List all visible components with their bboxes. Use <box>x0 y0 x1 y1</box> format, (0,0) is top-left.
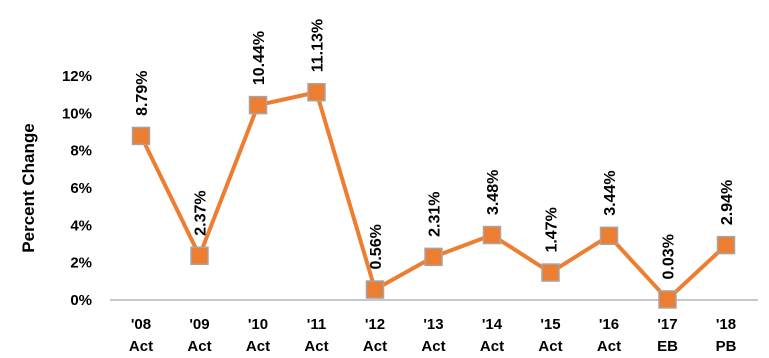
data-label: 8.79% <box>134 71 151 116</box>
x-tick-label-type: Act <box>421 338 445 355</box>
data-label: 0.03% <box>661 234 678 279</box>
x-tick-label-type: Act <box>363 338 387 355</box>
data-point-marker <box>599 226 619 246</box>
data-label: 2.37% <box>193 190 210 235</box>
data-point-marker <box>716 235 736 255</box>
data-label: 10.44% <box>251 31 268 85</box>
y-tick-label: 2% <box>70 255 92 272</box>
data-label: 11.13% <box>310 19 327 72</box>
data-label: 2.31% <box>427 192 444 237</box>
x-tick-label-type: Act <box>246 338 270 355</box>
y-tick-label: 8% <box>70 143 92 160</box>
x-tick-label-type: Act <box>129 338 153 355</box>
x-tick-label-type: Act <box>597 338 621 355</box>
y-tick-label: 0% <box>70 292 92 309</box>
data-label: 1.47% <box>544 207 561 252</box>
y-tick-label: 6% <box>70 180 92 197</box>
data-label: 3.44% <box>602 170 619 215</box>
x-tick-label-year: '13 <box>423 316 443 333</box>
x-tick-label-year: '14 <box>482 316 503 333</box>
x-tick-label-year: '11 <box>307 316 326 333</box>
x-tick-label-year: '10 <box>248 316 268 333</box>
x-tick-label-year: '15 <box>540 316 560 333</box>
x-tick-label-type: Act <box>480 338 504 355</box>
x-tick-label-type: Act <box>538 338 562 355</box>
data-point-marker <box>658 290 677 309</box>
data-point-marker <box>248 95 268 115</box>
x-tick-label-type: Act <box>187 338 211 355</box>
data-label: 3.48% <box>485 170 502 215</box>
data-point-marker <box>541 263 560 282</box>
data-point-marker <box>424 247 443 267</box>
data-point-marker <box>131 126 151 146</box>
x-tick-label-year: '12 <box>365 316 385 333</box>
x-tick-label-type: EB <box>657 338 678 355</box>
data-point-marker <box>190 246 209 266</box>
x-tick-label-year: '18 <box>716 316 736 333</box>
data-point-marker <box>482 225 502 245</box>
y-tick-label: 12% <box>62 68 92 85</box>
x-tick-label-type: Act <box>304 338 328 355</box>
x-tick-label-type: PB <box>716 338 737 355</box>
data-label: 0.56% <box>368 224 385 269</box>
x-tick-label-year: '08 <box>131 316 151 333</box>
data-label: 2.94% <box>719 180 736 225</box>
y-tick-label: 10% <box>62 105 92 122</box>
x-tick-label-year: '16 <box>599 316 619 333</box>
y-axis-title: Percent Change <box>19 123 38 252</box>
y-tick-label: 4% <box>70 217 92 234</box>
data-point-marker <box>365 280 385 299</box>
x-tick-label-year: '17 <box>657 316 677 333</box>
data-point-marker <box>307 82 326 102</box>
x-tick-label-year: '09 <box>189 316 209 333</box>
